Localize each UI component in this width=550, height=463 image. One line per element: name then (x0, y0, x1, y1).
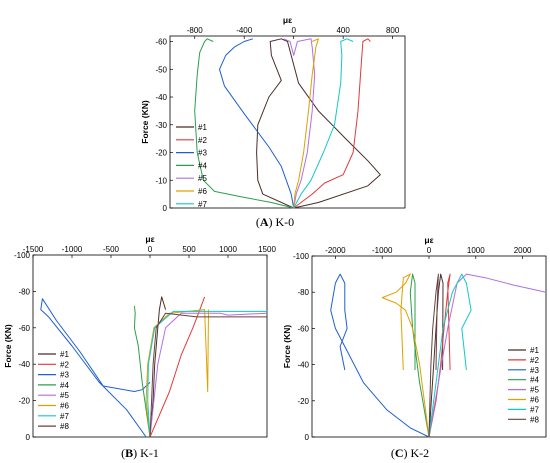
series-line-6 (381, 273, 430, 438)
series-line-3 (40, 298, 151, 438)
x-tick-label: 0 (148, 245, 153, 254)
legend-label: #7 (198, 200, 207, 209)
series-line-7 (293, 38, 354, 209)
series-line-1 (149, 296, 167, 438)
x-tick-label: 500 (182, 245, 196, 254)
y-tick-label: -10 (155, 176, 167, 185)
series-line-7 (147, 310, 267, 438)
series-line-4 (409, 273, 430, 438)
legend-label: #3 (530, 366, 539, 375)
legend-label: #1 (60, 350, 69, 359)
x-tick-label: -400 (236, 26, 253, 35)
caption-a: (A) K-0 (256, 215, 294, 229)
y-tick-label: -20 (155, 149, 167, 158)
panel-c: -2000 -1000 0 1000 2000 0 -20 -40 -60 -80 -100 με Fo… (282, 235, 547, 442)
x-axis-label: με (283, 15, 292, 25)
legend-label: #5 (530, 386, 539, 395)
series-line-7 (428, 273, 472, 438)
series-line-5 (149, 312, 268, 438)
x-tick-label: -800 (187, 26, 204, 35)
x-tick-label: -1000 (372, 246, 393, 255)
y-tick-label: -20 (18, 397, 30, 406)
legend-label: #5 (60, 391, 69, 400)
series-line-1 (256, 38, 381, 209)
series-line-2 (293, 38, 371, 209)
y-axis-label: Force (KN) (140, 100, 150, 144)
x-axis-label: με (145, 234, 154, 244)
y-axis-label: Force (KN) (3, 324, 13, 368)
x-tick-label: 400 (336, 26, 350, 35)
legend-label: #3 (60, 371, 69, 380)
y-tick-label: -100 (293, 252, 310, 261)
y-axis-label: Force (KN) (282, 325, 292, 369)
legend-label: #2 (198, 136, 207, 145)
series-line-5 (283, 38, 316, 209)
legend-label: #7 (530, 405, 539, 414)
legend-label: #2 (60, 360, 69, 369)
series-line-3 (330, 273, 430, 438)
legend-label: #1 (530, 346, 539, 355)
y-tick-label: -60 (155, 38, 167, 47)
panel-b: -1500 -1000 -500 0 500 1000 1500 0 -20 -40 -60 -80 -… (3, 234, 276, 442)
x-tick-label: 0 (427, 246, 432, 255)
caption-c: (C) K-2 (391, 446, 429, 460)
x-axis-label: με (424, 235, 433, 245)
y-tick-label: -40 (297, 361, 309, 370)
x-tick-label: 800 (386, 26, 400, 35)
x-tick-label: 0 (291, 26, 296, 35)
x-tick-label: -1500 (23, 245, 44, 254)
series-line-6 (145, 309, 209, 438)
y-tick-label: -30 (155, 121, 167, 130)
legend-label: #4 (198, 161, 207, 170)
panel-a: -800 -400 0 400 800 0 -10 -20 -30 -40 -50 -60 με Forc… (140, 15, 406, 213)
plot-frame (169, 35, 406, 209)
y-tick-label: -60 (18, 324, 30, 333)
x-tick-label: -500 (103, 245, 120, 254)
y-tick-label: -20 (297, 397, 309, 406)
x-tick-label: 1000 (467, 246, 485, 255)
y-tick-label: -100 (14, 251, 31, 260)
legend-label: #2 (530, 356, 539, 365)
legend-label: #6 (60, 402, 69, 411)
x-tick-label: 2000 (514, 246, 532, 255)
y-tick-label: -40 (155, 93, 167, 102)
legend-label: #1 (198, 123, 207, 132)
legend-label: #4 (530, 376, 539, 385)
series-line-5 (428, 273, 547, 438)
x-tick-label: -2000 (325, 246, 346, 255)
y-tick-label: 0 (26, 433, 31, 442)
legend-label: #6 (198, 187, 207, 196)
caption-b: (B) K-1 (121, 446, 159, 460)
series-line-6 (293, 38, 319, 209)
series-line-3 (219, 38, 295, 209)
x-tick-label: 1000 (219, 245, 237, 254)
series-line-8 (149, 312, 267, 438)
legend-label: #5 (198, 174, 207, 183)
series-line-4 (194, 38, 294, 209)
legend-label: #4 (60, 381, 69, 390)
legend-label: #3 (198, 149, 207, 158)
x-tick-label: 1500 (258, 245, 276, 254)
series-line-8 (428, 273, 439, 438)
y-tick-label: -60 (297, 324, 309, 333)
y-tick-label: -80 (297, 288, 309, 297)
y-tick-label: -80 (18, 287, 30, 296)
legend-label: #8 (530, 415, 539, 424)
legend-label: #7 (60, 412, 69, 421)
series-line-4 (133, 305, 151, 438)
y-tick-label: -40 (18, 360, 30, 369)
x-tick-label: -1000 (62, 245, 83, 254)
legend-label: #6 (530, 396, 539, 405)
y-tick-label: -50 (155, 65, 167, 74)
y-tick-label: 0 (305, 433, 310, 442)
y-tick-label: 0 (163, 204, 168, 213)
legend-label: #8 (60, 422, 69, 431)
